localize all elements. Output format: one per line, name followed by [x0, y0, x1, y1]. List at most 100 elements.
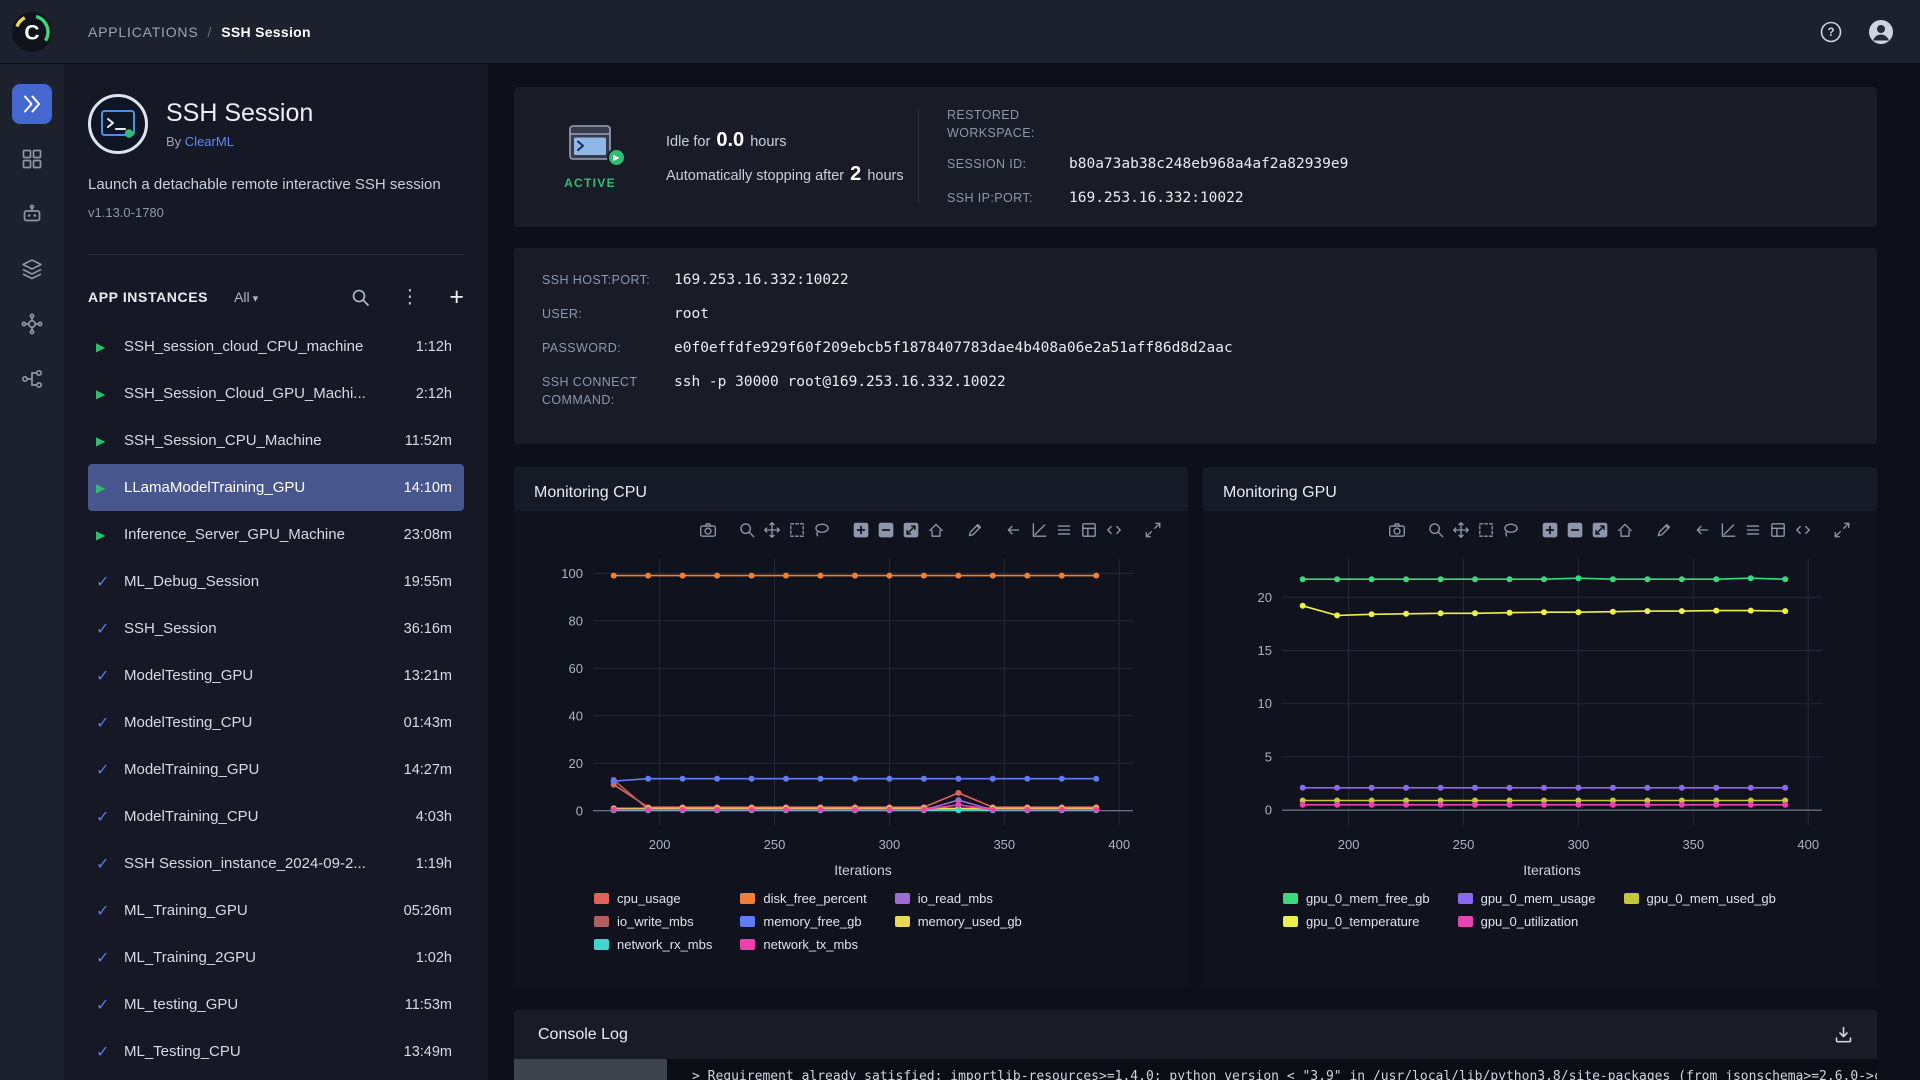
pan-icon[interactable]: [763, 521, 781, 539]
gpu-chart-plot[interactable]: 0 5 10 15 20 200 250 300 350 400 Iterations: [1210, 543, 1870, 883]
legend-item[interactable]: io_write_mbs: [594, 914, 712, 929]
legend-label: gpu_0_mem_used_gb: [1646, 891, 1776, 907]
list-item[interactable]: ✓ ML_Debug_Session 19:55m: [88, 558, 464, 605]
list-item[interactable]: ✓ ML_Testing_CPU 13:49m: [88, 1028, 464, 1075]
field-value: 169.253.16.332:10022: [674, 272, 849, 288]
sidebar-item-autoscalers[interactable]: [12, 194, 52, 234]
field-row: USER: root: [542, 304, 1849, 325]
zoom-in-icon[interactable]: [852, 521, 870, 539]
reset-axes-icon[interactable]: [927, 521, 945, 539]
reset-axes-icon[interactable]: [1616, 521, 1634, 539]
console-gutter: [514, 1059, 667, 1080]
table-icon[interactable]: [1080, 521, 1098, 539]
camera-icon[interactable]: [1388, 521, 1406, 539]
legend-item[interactable]: io_read_mbs: [894, 891, 1022, 906]
zoom-out-icon[interactable]: [1566, 521, 1584, 539]
box-select-icon[interactable]: [1477, 521, 1495, 539]
field-label: USER:: [542, 307, 583, 322]
breadcrumb-applications[interactable]: APPLICATIONS: [88, 23, 199, 40]
log-scale-icon[interactable]: [1719, 521, 1737, 539]
clearml-link[interactable]: ClearML: [184, 134, 234, 149]
field-value: b80a73ab38c248eb968a4af2a82939e9: [1069, 156, 1349, 173]
zoom-icon[interactable]: [738, 521, 756, 539]
svg-text:300: 300: [1568, 837, 1590, 852]
list-item[interactable]: ✓ ModelTesting_CPU 01:43m: [88, 699, 464, 746]
monitoring-cpu-card: Monitoring CPU 0 20 40 60 80 100 200 250 300 350 4…: [514, 467, 1188, 989]
legend-item[interactable]: memory_used_gb: [894, 914, 1022, 929]
pen-icon[interactable]: [1655, 521, 1673, 539]
list-item[interactable]: ✓ ML_Training_GPU 05:26m: [88, 887, 464, 934]
add-instance-button[interactable]: +: [449, 282, 464, 311]
list-item[interactable]: ▶ LLamaModelTraining_GPU 14:10m: [88, 464, 464, 511]
sidebar-item-datasets[interactable]: [12, 249, 52, 289]
download-log-icon[interactable]: [1834, 1025, 1853, 1044]
console-title: Console Log: [538, 1025, 628, 1043]
sidebar-item-applications[interactable]: [12, 84, 52, 124]
search-icon[interactable]: [351, 288, 370, 307]
legend-item[interactable]: cpu_usage: [594, 891, 712, 906]
list-item[interactable]: ✓ SSH Session_instance_2024-09-2... 1:19h: [88, 840, 464, 887]
console-log[interactable]: > Requirement already satisfied: importl…: [514, 1059, 1877, 1080]
legend-item[interactable]: gpu_0_utilization: [1457, 914, 1596, 929]
user-avatar[interactable]: [1868, 19, 1894, 45]
log-scale-icon[interactable]: [1030, 521, 1048, 539]
list-icon[interactable]: [1055, 521, 1073, 539]
pen-icon[interactable]: [966, 521, 984, 539]
legend-item[interactable]: memory_free_gb: [740, 914, 866, 929]
fullscreen-icon[interactable]: [1833, 521, 1851, 539]
box-select-icon[interactable]: [788, 521, 806, 539]
autostop-hours-value: 2: [850, 162, 862, 185]
list-item[interactable]: ✓ ML_testing_GPU 11:53m: [88, 981, 464, 1028]
code-icon[interactable]: [1105, 521, 1123, 539]
list-item[interactable]: ✓ ModelTraining_CPU 4:03h: [88, 793, 464, 840]
instance-time: 11:53m: [404, 996, 452, 1013]
undo-icon[interactable]: [1005, 521, 1023, 539]
list-item[interactable]: ▶ SSH_Session_Cloud_GPU_Machi... 2:12h: [88, 370, 464, 417]
sidebar-item-hyperdatasets[interactable]: [12, 304, 52, 344]
lasso-icon[interactable]: [1502, 521, 1520, 539]
camera-icon[interactable]: [699, 521, 717, 539]
legend-item[interactable]: network_rx_mbs: [594, 937, 712, 952]
zoom-out-icon[interactable]: [877, 521, 895, 539]
autoscale-icon[interactable]: [1591, 521, 1609, 539]
session-state-icon: ▶ ACTIVE: [548, 124, 632, 190]
legend-label: gpu_0_mem_usage: [1480, 891, 1596, 907]
list-item[interactable]: ✓ ModelTesting_GPU 13:21m: [88, 652, 464, 699]
code-icon[interactable]: [1794, 521, 1812, 539]
lasso-icon[interactable]: [813, 521, 831, 539]
kebab-menu-icon[interactable]: ⋮: [400, 286, 420, 308]
field-row: SSH HOST:PORT: 169.253.16.332:10022: [542, 270, 1849, 291]
list-item[interactable]: ▶ SSH_session_cloud_CPU_machine 1:12h: [88, 323, 464, 370]
field-label: PASSWORD:: [542, 341, 622, 356]
list-item[interactable]: ✓ ML_Training_2GPU 1:02h: [88, 934, 464, 981]
field-label: SESSION ID:: [947, 157, 1027, 172]
legend-item[interactable]: network_tx_mbs: [740, 937, 866, 952]
legend-label: network_rx_mbs: [617, 937, 713, 953]
legend-item[interactable]: gpu_0_mem_usage: [1457, 891, 1596, 907]
undo-icon[interactable]: [1694, 521, 1712, 539]
clearml-logo[interactable]: C: [0, 11, 64, 53]
cpu-chart-plot[interactable]: 0 20 40 60 80 100 200 250 300 350 400 Iterations: [521, 543, 1181, 883]
instances-filter-dropdown[interactable]: All ▾: [234, 289, 258, 305]
legend-item[interactable]: disk_free_percent: [740, 891, 867, 906]
list-icon[interactable]: [1744, 521, 1762, 539]
autoscale-icon[interactable]: [902, 521, 920, 539]
legend-item[interactable]: gpu_0_mem_free_gb: [1283, 891, 1430, 906]
legend-item[interactable]: gpu_0_temperature: [1283, 914, 1430, 929]
pan-icon[interactable]: [1452, 521, 1470, 539]
play-icon: ▶: [96, 480, 106, 495]
zoom-icon[interactable]: [1427, 521, 1445, 539]
sidebar-item-pipelines[interactable]: [12, 359, 52, 399]
sidebar-item-projects[interactable]: [12, 139, 52, 179]
list-item[interactable]: ✓ SSH_Session 36:16m: [88, 605, 464, 652]
instance-time: 14:27m: [403, 761, 452, 778]
check-icon: ✓: [96, 573, 110, 591]
zoom-in-icon[interactable]: [1541, 521, 1559, 539]
list-item[interactable]: ✓ ModelTraining_GPU 14:27m: [88, 746, 464, 793]
fullscreen-icon[interactable]: [1144, 521, 1162, 539]
legend-item[interactable]: gpu_0_mem_used_gb: [1623, 891, 1776, 907]
help-icon[interactable]: ?: [1820, 21, 1842, 43]
list-item[interactable]: ▶ SSH_Session_CPU_Machine 11:52m: [88, 417, 464, 464]
list-item[interactable]: ▶ Inference_Server_GPU_Machine 23:08m: [88, 511, 464, 558]
table-icon[interactable]: [1769, 521, 1787, 539]
